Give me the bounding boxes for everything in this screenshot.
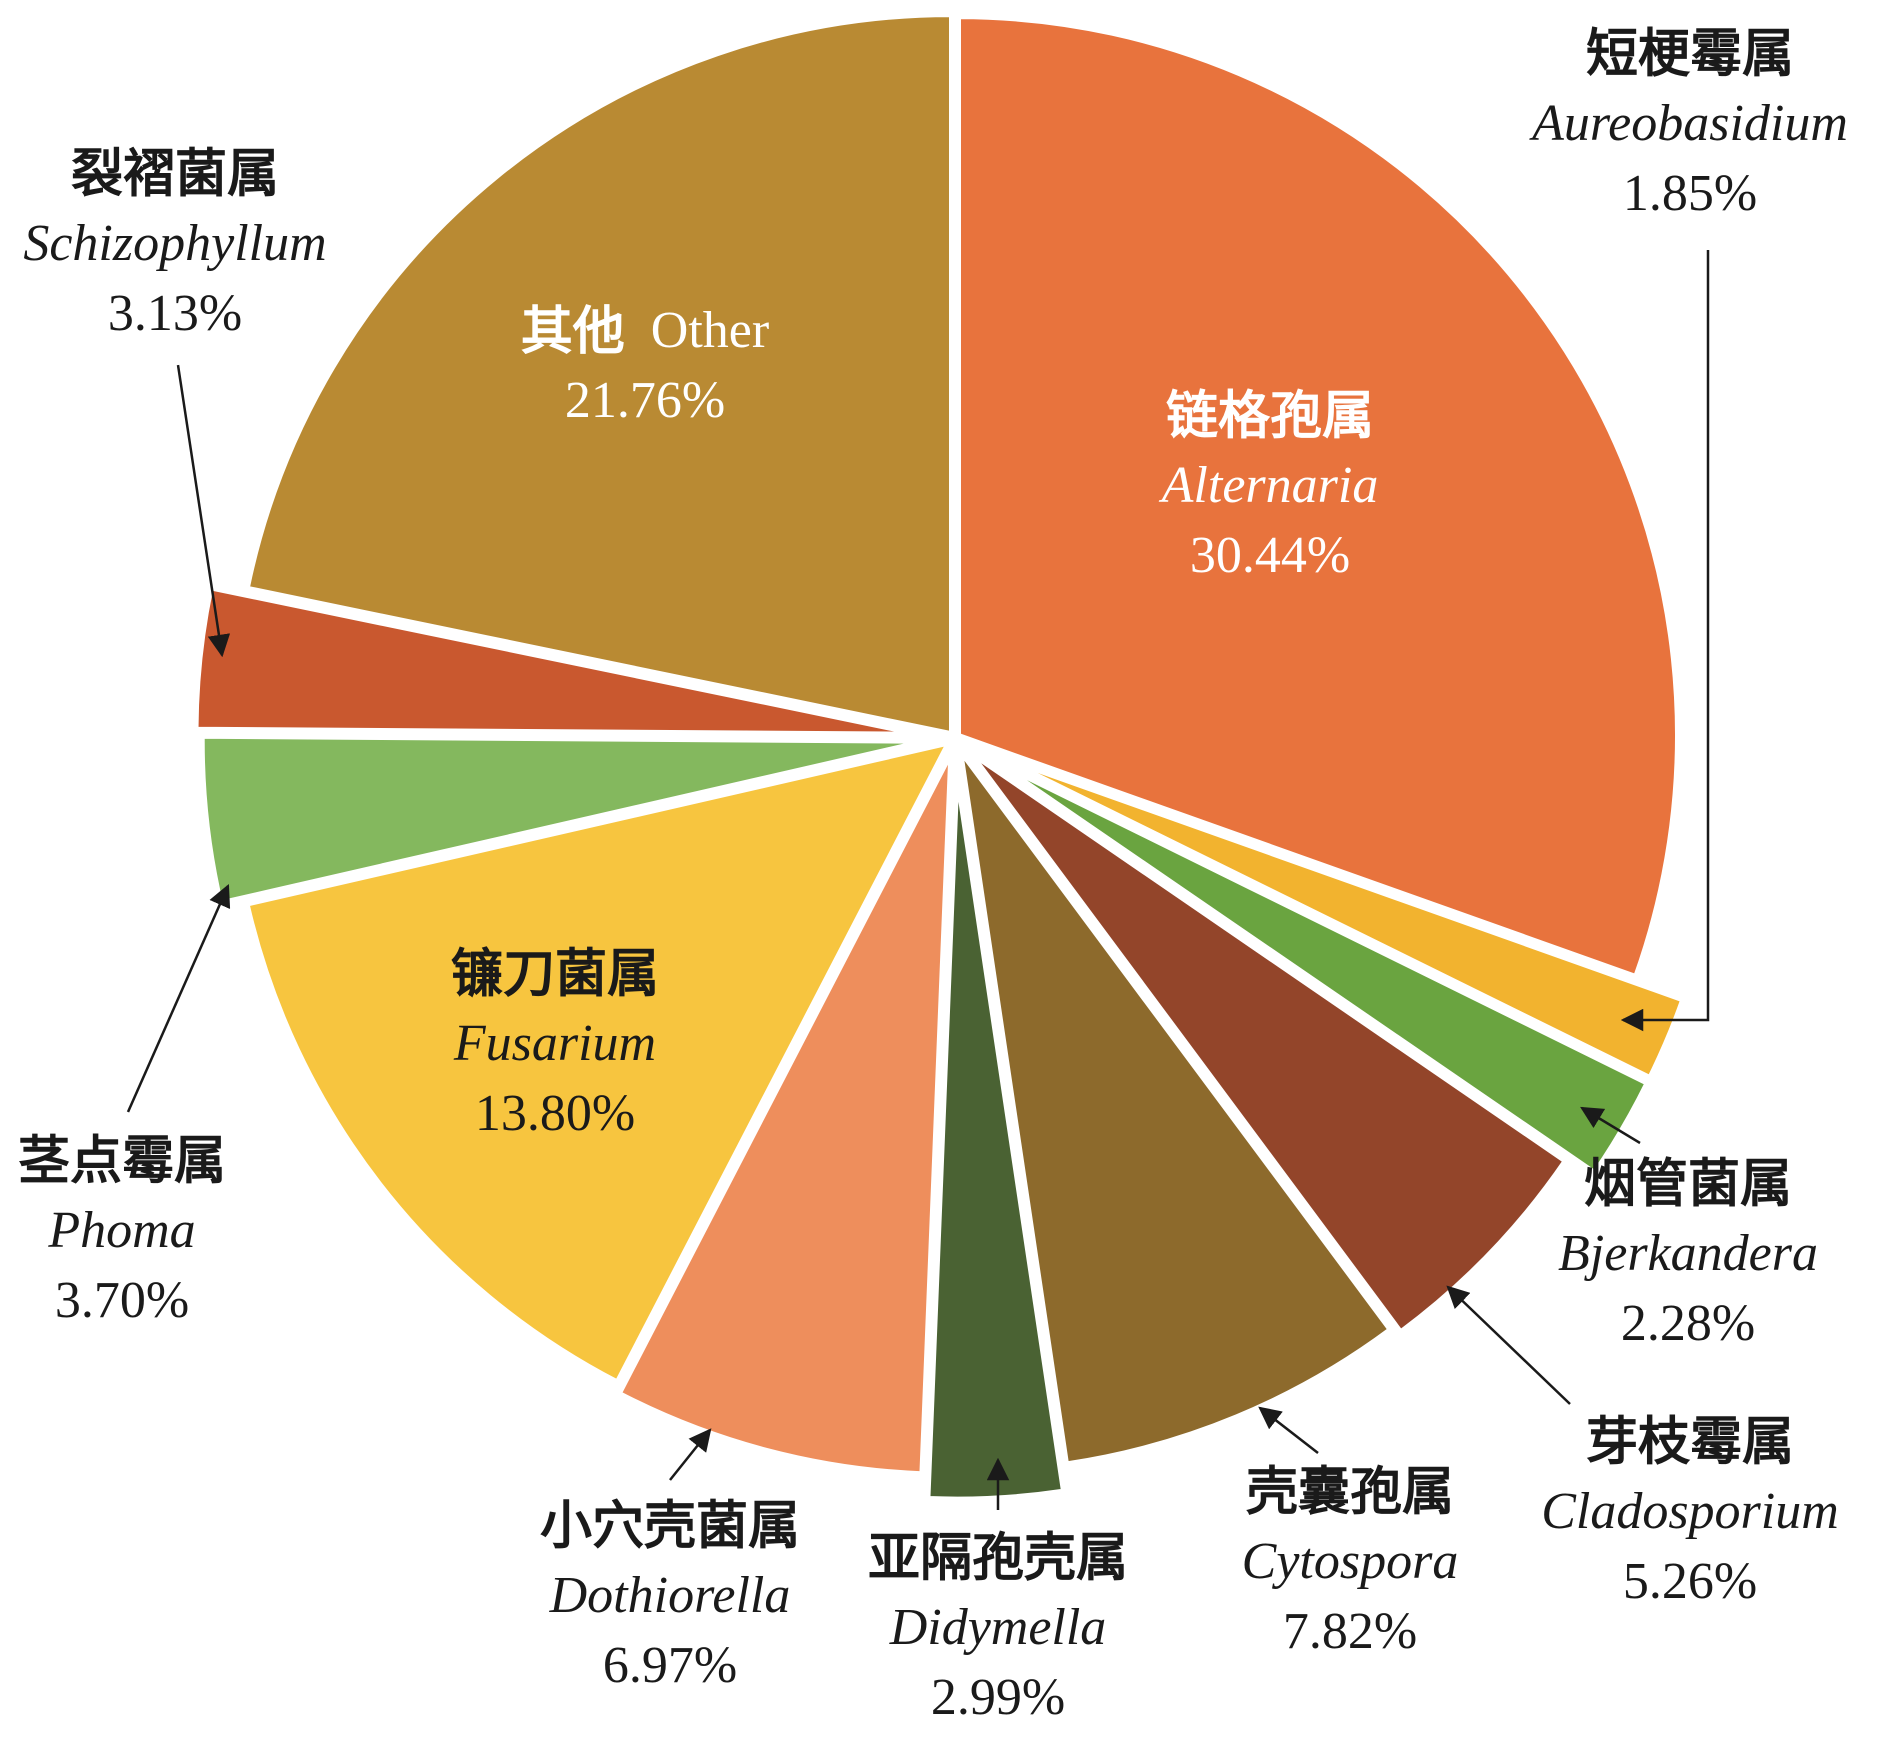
- slice-label-value-schizophyllum: 3.13%: [108, 285, 242, 342]
- slice-label-value-aureobasidium: 1.85%: [1623, 165, 1757, 222]
- slice-label-value-alternaria: 30.44%: [1190, 527, 1350, 584]
- slice-label-phoma: 茎点霉属 Phoma 3.70%: [18, 1131, 226, 1329]
- slice-label-dothiorella: 小穴壳菌属 Dothiorella 6.97%: [540, 1496, 800, 1694]
- slice-label-alternaria: 链格孢属 Alternaria 30.44%: [1159, 386, 1379, 584]
- slice-label-cn-alternaria: 链格孢属: [1166, 386, 1374, 447]
- pie-slice-alternaria: [957, 15, 1679, 979]
- slice-label-latin-cladosporium: Cladosporium: [1541, 1483, 1839, 1540]
- slices-layer: [194, 13, 1685, 1501]
- slice-label-fusarium: 镰刀菌属 Fusarium 13.80%: [451, 944, 659, 1142]
- pie-slice-cladosporium: [970, 753, 1568, 1334]
- slice-label-cn-cladosporium: 芽枝霉属: [1586, 1412, 1794, 1473]
- leader-arrow-dothiorella: [669, 1428, 712, 1481]
- leader-arrow-phoma: [126, 883, 231, 1113]
- slice-label-value-other: 21.76%: [565, 372, 725, 429]
- slice-label-cn-aureobasidium: 短梗霉属: [1586, 24, 1794, 85]
- slice-label-schizophyllum: 裂褶菌属 Schizophyllum 3.13%: [23, 144, 326, 342]
- slice-label-bjerkandera: 烟管菌属 Bjerkandera 2.28%: [1558, 1154, 1818, 1352]
- slice-label-cn-cytospora: 壳囊孢属: [1246, 1462, 1454, 1523]
- labels-layer: 链格孢属 Alternaria 30.44% 短梗霉属 Aureobasidium 1.8…: [18, 24, 1848, 1726]
- slice-label-latin-didymella: Didymella: [889, 1599, 1107, 1656]
- slice-label-cn-bjerkandera: 烟管菌属: [1584, 1154, 1792, 1215]
- slice-label-cn-phoma: 茎点霉属: [18, 1131, 226, 1192]
- pie-slice-other: [245, 13, 953, 736]
- slice-label-latin-phoma: Phoma: [47, 1202, 195, 1259]
- slice-label-latin-fusarium: Fusarium: [453, 1015, 656, 1072]
- pie-slice-cytospora: [959, 751, 1393, 1466]
- slice-label-value-didymella: 2.99%: [931, 1669, 1065, 1726]
- slice-label-cladosporium: 芽枝霉属 Cladosporium 5.26%: [1541, 1412, 1839, 1610]
- slice-label-cytospora: 壳囊孢属 Cytospora 7.82%: [1242, 1462, 1459, 1660]
- slice-label-cn-dothiorella: 小穴壳菌属: [540, 1496, 800, 1557]
- leader-arrow-aureobasidium: [1620, 250, 1710, 1032]
- pie-slice-fusarium: [245, 740, 952, 1384]
- leader-arrow-schizophyllum: [176, 364, 231, 658]
- slice-label-other: 其他 Other 21.76%: [521, 301, 769, 429]
- slice-label-latin-alternaria: Alternaria: [1159, 457, 1379, 514]
- slice-label-value-phoma: 3.70%: [55, 1272, 189, 1329]
- slice-label-latin-dothiorella: Dothiorella: [549, 1567, 791, 1624]
- slice-label-didymella: 亚隔孢壳属 Didymella 2.99%: [868, 1528, 1128, 1726]
- slice-label-value-cladosporium: 5.26%: [1623, 1553, 1757, 1610]
- slice-label-latin-bjerkandera: Bjerkandera: [1558, 1225, 1818, 1282]
- slice-label-value-fusarium: 13.80%: [475, 1085, 635, 1142]
- leader-arrows-layer: [126, 250, 1710, 1510]
- pie-slice-dothiorella: [617, 754, 953, 1476]
- slice-label-latin-aureobasidium: Aureobasidium: [1529, 95, 1848, 152]
- slice-label-name-other: 其他 Other: [521, 301, 769, 362]
- leader-arrow-bjerkandera: [1580, 1106, 1641, 1145]
- slice-label-latin-schizophyllum: Schizophyllum: [23, 215, 326, 272]
- leader-arrow-cladosporium: [1446, 1285, 1571, 1405]
- slice-label-value-bjerkandera: 2.28%: [1621, 1295, 1755, 1352]
- pie-slice-didymella: [926, 780, 1066, 1501]
- slice-label-value-cytospora: 7.82%: [1283, 1603, 1417, 1660]
- pie-slice-aureobasidium: [1004, 757, 1685, 1080]
- pie-slice-bjerkandera: [1001, 763, 1650, 1175]
- slice-label-cn-didymella: 亚隔孢壳属: [868, 1528, 1128, 1589]
- slice-label-cn-fusarium: 镰刀菌属: [451, 944, 659, 1005]
- leader-arrow-cytospora: [1258, 1406, 1319, 1454]
- slice-label-latin-cytospora: Cytospora: [1242, 1533, 1459, 1590]
- slice-label-value-dothiorella: 6.97%: [603, 1637, 737, 1694]
- slice-label-cn-schizophyllum: 裂褶菌属: [71, 144, 279, 205]
- slice-label-aureobasidium: 短梗霉属 Aureobasidium 1.85%: [1529, 24, 1848, 222]
